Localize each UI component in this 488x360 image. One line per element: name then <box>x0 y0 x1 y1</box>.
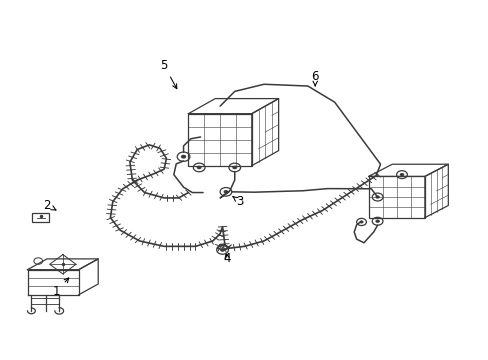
Circle shape <box>375 195 379 199</box>
Bar <box>32 213 49 222</box>
Text: 3: 3 <box>232 195 243 208</box>
Text: 4: 4 <box>223 252 231 265</box>
Text: 2: 2 <box>43 199 56 212</box>
Circle shape <box>399 173 404 176</box>
Circle shape <box>375 220 379 223</box>
Text: 6: 6 <box>311 69 318 86</box>
Circle shape <box>232 166 237 169</box>
Circle shape <box>181 155 186 159</box>
Text: 1: 1 <box>53 278 69 298</box>
Circle shape <box>223 190 228 194</box>
Circle shape <box>359 220 363 224</box>
Text: 5: 5 <box>160 59 177 89</box>
Circle shape <box>196 166 201 169</box>
Circle shape <box>220 248 224 252</box>
